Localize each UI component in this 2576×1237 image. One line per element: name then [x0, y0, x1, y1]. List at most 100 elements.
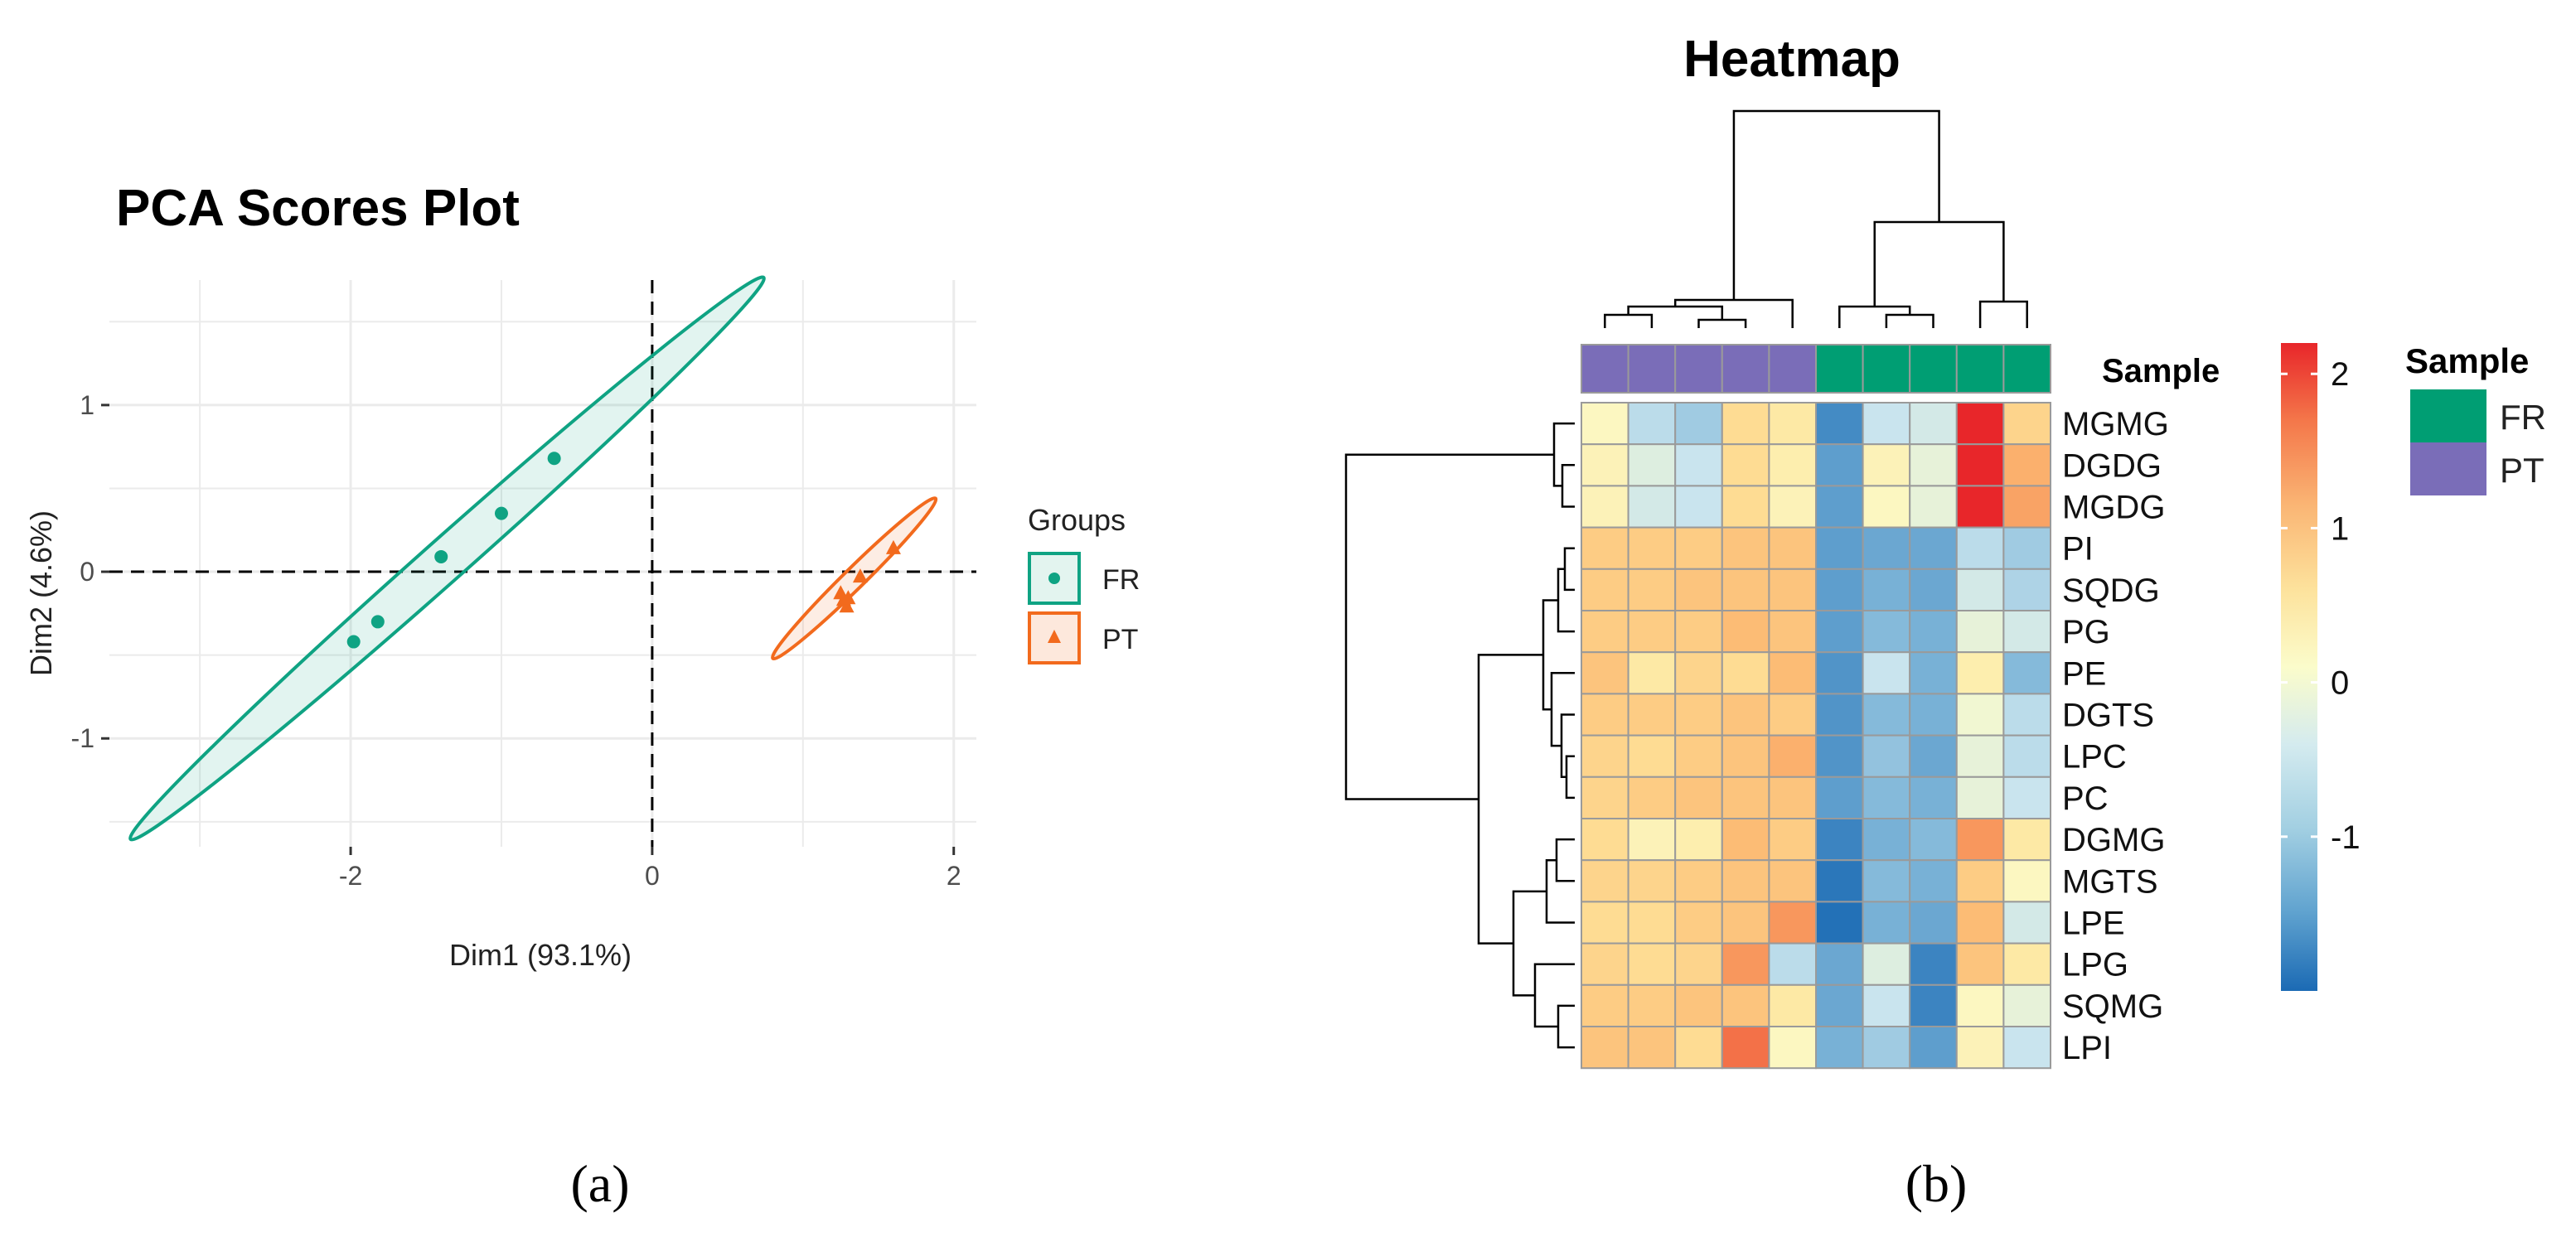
heatmap-cell	[2002, 443, 2051, 487]
row-dendrogram-link	[1555, 838, 1575, 882]
heatmap-cell	[1768, 485, 1817, 529]
heatmap-cell	[1674, 776, 1723, 819]
heatmap-cell	[1768, 942, 1817, 986]
heatmap-cell	[1909, 526, 1958, 570]
pca-y-ticks: -1 0 1	[71, 390, 109, 753]
heatmap-cell	[1815, 901, 1864, 945]
heatmap-cell	[1862, 651, 1911, 695]
heatmap-cell	[2002, 818, 2051, 862]
heatmap-cell	[1909, 818, 1958, 862]
heatmap-cell	[1862, 693, 1911, 737]
heatmap-cell	[1674, 651, 1723, 695]
heatmap-cell	[1768, 818, 1817, 862]
pca-y-axis-label: Dim2 (4.6%)	[24, 510, 58, 676]
heatmap-cell	[1674, 818, 1723, 862]
heatmap-cell	[1721, 1026, 1770, 1070]
heatmap-cell	[1862, 485, 1911, 529]
heatmap-cell	[1815, 1026, 1864, 1070]
heatmap-annotation-cell	[1909, 344, 1958, 394]
heatmap-cell	[1768, 651, 1817, 695]
colorbar-tick-label: -1	[2331, 819, 2361, 856]
heatmap-cell	[1721, 485, 1770, 529]
heatmap-cell	[1674, 526, 1723, 570]
row-dendrogram-link	[1561, 464, 1575, 508]
row-dendrogram-link	[1550, 672, 1575, 747]
pca-legend-title: Groups	[1028, 503, 1126, 537]
heatmap-cell	[1721, 942, 1770, 986]
heatmap-annotation-cell	[1815, 344, 1864, 394]
pca-point-pt	[839, 598, 855, 613]
pca-x-tick-label: -2	[339, 861, 362, 891]
heatmap-colorbar-ticks: 2 1 0 -1	[2281, 356, 2361, 856]
heatmap-cell	[1721, 526, 1770, 570]
heatmap-cell	[2002, 610, 2051, 654]
row-dendrogram-link	[1533, 963, 1575, 1028]
heatmap-cell	[1581, 818, 1629, 862]
heatmap-cell	[1815, 443, 1864, 487]
heatmap-row-label: DGTS	[2062, 698, 2154, 734]
heatmap-annotation-cell	[1581, 344, 1629, 394]
heatmap-cell	[1627, 776, 1677, 819]
heatmap-row-label: PI	[2062, 531, 2094, 568]
heatmap-cell	[1768, 1026, 1817, 1070]
row-dendrogram-link	[1344, 453, 1554, 800]
heatmap-cell	[1862, 402, 1911, 446]
heatmap-cell	[1768, 443, 1817, 487]
heatmap-annotation-cell	[1674, 344, 1723, 394]
column-dendrogram-link	[1885, 313, 1934, 328]
heatmap-cell	[1862, 776, 1911, 819]
heatmap-cell	[2002, 485, 2051, 529]
heatmap-cell	[1862, 1026, 1911, 1070]
heatmap-row-label: MGTS	[2062, 863, 2158, 900]
heatmap-cell	[1627, 443, 1677, 487]
heatmap-cell	[1909, 1026, 1958, 1070]
heatmap-cell	[1815, 818, 1864, 862]
heatmap-cell	[1909, 983, 1958, 1028]
heatmap-cell	[2002, 983, 2051, 1028]
heatmap-cell	[2002, 942, 2051, 986]
heatmap-cell	[2002, 901, 2051, 945]
heatmap-cell	[1815, 942, 1864, 986]
heatmap-cell	[1909, 693, 1958, 737]
heatmap-cell	[1955, 443, 2005, 487]
heatmap-cell	[1909, 651, 1958, 695]
pca-point-fr	[370, 615, 385, 629]
heatmap-cell	[1862, 942, 1911, 986]
heatmap-sample-annotation	[1581, 344, 2051, 394]
heatmap-cell	[2002, 859, 2051, 903]
heatmap-annotation-cell	[1627, 344, 1677, 394]
heatmap-cell	[1721, 859, 1770, 903]
heatmap-cell	[1768, 568, 1817, 611]
pca-point-pt	[885, 539, 901, 554]
pca-ellipses	[128, 275, 938, 842]
heatmap-cell	[1721, 776, 1770, 819]
column-dendrogram-link	[1978, 300, 2028, 328]
heatmap-cells	[1581, 402, 2051, 1070]
heatmap-cell	[1581, 859, 1629, 903]
heatmap-cell	[1815, 568, 1864, 611]
heatmap-row-label: SQMG	[2062, 988, 2163, 1025]
triangle-marker-icon	[1048, 630, 1061, 643]
heatmap-cell	[1627, 734, 1677, 778]
heatmap-cell	[1721, 983, 1770, 1028]
heatmap-cell	[1815, 610, 1864, 654]
panel-label-b: (b)	[1905, 1154, 1968, 1213]
heatmap-cell	[1768, 776, 1817, 819]
pca-reference-lines	[109, 280, 976, 847]
heatmap-cell	[1627, 610, 1677, 654]
pca-point-fr	[434, 549, 448, 563]
heatmap-cell	[1862, 443, 1911, 487]
heatmap-cell	[1768, 402, 1817, 446]
heatmap-cell	[1581, 1026, 1629, 1070]
heatmap-annotation-label: Sample	[2102, 353, 2220, 389]
heatmap-cell	[1627, 1026, 1677, 1070]
column-dendrogram-link	[1697, 318, 1747, 328]
heatmap-cell	[1815, 983, 1864, 1028]
pca-legend-fr-swatch	[1028, 552, 1081, 605]
pca-legend-pt: PT	[1028, 611, 1138, 664]
heatmap-cell	[1721, 443, 1770, 487]
heatmap-cell	[1581, 651, 1629, 695]
pca-x-ticks: -2 0 2	[339, 847, 961, 891]
heatmap-colorbar	[2281, 343, 2317, 991]
heatmap-cell	[1955, 526, 2005, 570]
